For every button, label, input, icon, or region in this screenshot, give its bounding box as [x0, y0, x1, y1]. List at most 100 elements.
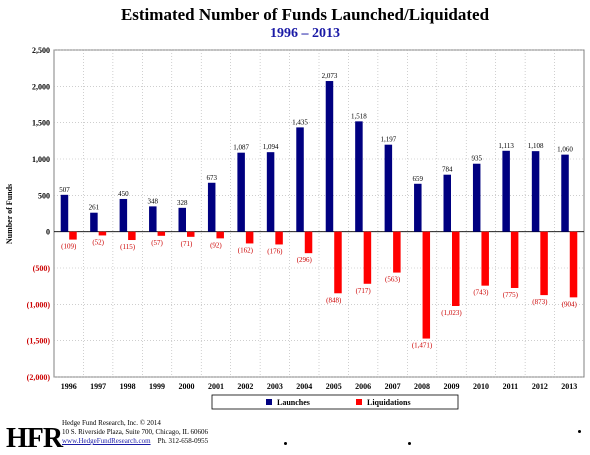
data-label-launches: 1,108 — [528, 142, 544, 150]
legend-box — [211, 394, 459, 410]
data-label-launches: 673 — [206, 174, 217, 182]
data-label-liquidations: (873) — [532, 298, 548, 306]
bar-liquidations — [452, 231, 460, 307]
x-tick-label: 2002 — [237, 382, 253, 391]
data-label-liquidations: (296) — [297, 256, 313, 264]
x-tick-label: 1998 — [120, 382, 136, 391]
bar-liquidations — [304, 231, 313, 254]
x-tick-label: 1996 — [61, 382, 77, 391]
data-label-liquidations: (176) — [267, 247, 283, 255]
bar-liquidations — [569, 231, 578, 298]
data-label-launches: 1,518 — [351, 112, 367, 120]
x-tick-label: 2011 — [503, 382, 519, 391]
legend-label-launches: Launches — [277, 398, 310, 407]
bar-launches — [266, 152, 275, 232]
website-link[interactable]: www.HedgeFundResearch.com — [62, 437, 151, 445]
footer: HFR Hedge Fund Research, Inc. © 2014 10 … — [0, 416, 590, 455]
data-label-launches: 507 — [59, 186, 70, 194]
data-label-liquidations: (57) — [151, 239, 163, 247]
bar-launches — [60, 194, 69, 232]
data-label-launches: 935 — [471, 155, 482, 163]
bar-launches — [384, 144, 393, 232]
data-label-launches: 328 — [177, 199, 188, 207]
x-tick-label: 2010 — [473, 382, 489, 391]
bar-liquidations — [216, 231, 224, 239]
data-label-liquidations: (109) — [61, 243, 77, 251]
bar-launches — [207, 182, 216, 232]
y-axis-label: Number of Funds — [5, 184, 14, 244]
data-label-liquidations: (717) — [356, 287, 372, 295]
data-label-launches: 784 — [442, 166, 453, 174]
bar-liquidations — [157, 231, 166, 236]
decorative-dot — [284, 442, 287, 445]
chart: Estimated Number of Funds Launched/Liqui… — [5, 5, 585, 410]
data-label-liquidations: (1,471) — [412, 342, 433, 350]
y-tick-label: 1,000 — [32, 155, 50, 164]
footer-web-phone: www.HedgeFundResearch.com Ph. 312-658-09… — [62, 437, 208, 446]
footer-address: 10 S. Riverside Plaza, Suite 700, Chicag… — [62, 428, 208, 436]
bar-launches — [414, 183, 422, 232]
y-tick-label: 2,500 — [32, 46, 50, 55]
bar-launches — [443, 174, 451, 232]
bar-liquidations — [98, 231, 107, 236]
data-label-liquidations: (743) — [473, 289, 489, 297]
bar-launches — [119, 198, 128, 232]
y-tick-label: 0 — [46, 228, 50, 237]
data-label-liquidations: (115) — [120, 243, 136, 251]
decorative-dot — [408, 442, 411, 445]
bar-launches — [355, 121, 363, 232]
y-tick-label: 500 — [38, 191, 50, 200]
footer-contact: Hedge Fund Research, Inc. © 2014 10 S. R… — [62, 419, 208, 446]
bar-liquidations — [481, 231, 489, 286]
x-tick-label: 2013 — [561, 382, 577, 391]
data-label-launches: 1,087 — [233, 144, 249, 152]
legend: Launches Liquidations — [211, 394, 459, 410]
bar-liquidations — [69, 231, 77, 240]
data-label-liquidations: (1,023) — [441, 309, 462, 317]
data-label-liquidations: (848) — [326, 296, 342, 304]
x-tick-label: 1997 — [90, 382, 106, 391]
x-tick-label: 2008 — [414, 382, 430, 391]
bar-launches — [472, 163, 481, 232]
legend-label-liquidations: Liquidations — [367, 398, 411, 407]
legend-swatch-liquidations — [356, 399, 362, 405]
x-tick-label: 2005 — [326, 382, 342, 391]
x-tick-label: 2004 — [296, 382, 312, 391]
y-tick-label: (500) — [33, 264, 51, 273]
data-label-liquidations: (52) — [92, 238, 104, 246]
x-tick-label: 2000 — [179, 382, 195, 391]
bar-liquidations — [334, 231, 342, 294]
x-tick-label: 2003 — [267, 382, 283, 391]
data-label-liquidations: (71) — [181, 240, 193, 248]
data-label-launches: 1,197 — [380, 136, 396, 144]
hfr-logo: HFR — [6, 423, 63, 454]
bar-liquidations — [275, 231, 283, 245]
bar-launches — [561, 154, 569, 232]
bar-launches — [325, 81, 334, 232]
data-label-launches: 2,073 — [322, 72, 338, 80]
y-tick-label: (1,500) — [27, 337, 51, 346]
bar-liquidations — [245, 231, 254, 244]
data-label-liquidations: (92) — [210, 241, 222, 249]
data-label-liquidations: (775) — [503, 291, 519, 299]
x-tick-label: 2006 — [355, 382, 371, 391]
footer-company: Hedge Fund Research, Inc. © 2014 — [62, 419, 161, 427]
chart-subtitle: 1996 – 2013 — [270, 26, 340, 41]
data-label-launches: 1,094 — [263, 143, 279, 151]
y-tick-label: (1,000) — [27, 300, 51, 309]
data-label-launches: 1,060 — [557, 146, 573, 154]
data-label-liquidations: (162) — [238, 246, 254, 254]
bar-liquidations — [510, 231, 519, 288]
x-tick-label: 2001 — [208, 382, 224, 391]
y-tick-label: 1,500 — [32, 119, 50, 128]
x-tick-label: 2012 — [532, 382, 548, 391]
data-label-launches: 450 — [118, 190, 129, 198]
bar-liquidations — [363, 231, 372, 284]
x-tick-label: 1999 — [149, 382, 165, 391]
legend-swatch-launches — [266, 399, 272, 405]
data-label-launches: 348 — [148, 197, 159, 205]
x-tick-label: 2007 — [385, 382, 401, 391]
footer-phone: Ph. 312-658-0955 — [157, 437, 209, 445]
bar-liquidations — [187, 231, 195, 237]
bar-launches — [531, 151, 540, 232]
